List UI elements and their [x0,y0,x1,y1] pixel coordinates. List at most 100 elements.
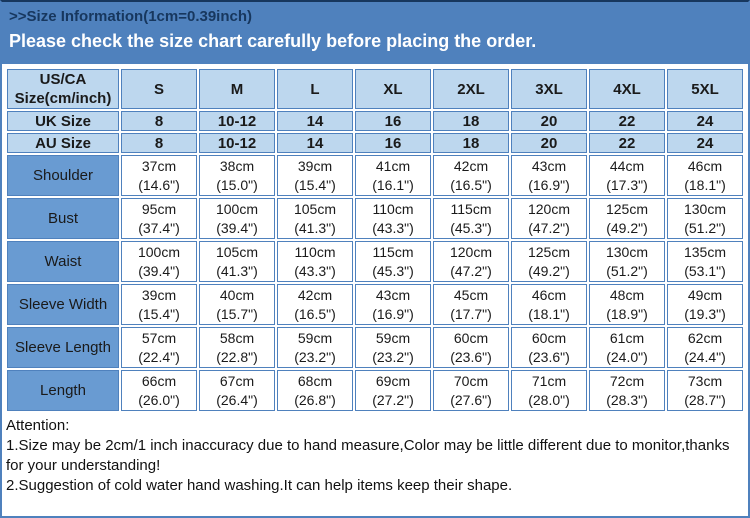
cm-value: 62cm [687,329,723,346]
cm-value: 46cm [687,157,723,174]
measurement-value-cell: 38cm (15.0") [199,155,275,196]
inch-value: (15.0") [216,176,258,193]
cm-value: 60cm [453,329,489,346]
measurement-value-cell: 62cm (24.4") [667,327,743,368]
cm-value: 95cm [141,200,177,217]
attention-heading: Attention: [6,417,70,434]
measurement-value-cell: 59cm (23.2") [355,327,431,368]
cm-value: 115cm [450,200,492,217]
size-column-header: L [277,69,353,109]
inch-value: (23.2") [294,348,336,365]
measurement-value-cell: 130cm (51.2") [589,241,665,282]
measurement-row: Shoulder 37cm (14.6") 38cm (15.0") 39cm (15.4"… [7,155,743,196]
measurement-value-cell: 125cm (49.2") [511,241,587,282]
measurement-value-cell: 49cm (19.3") [667,284,743,325]
inch-value: (22.8") [216,348,258,365]
inch-value: (37.4") [138,219,180,236]
measurement-row-label: Sleeve Width [7,284,119,325]
cm-value: 105cm [215,243,259,260]
cm-value: 120cm [449,243,493,260]
cm-value: 42cm [453,157,489,174]
cm-value: 110cm [294,243,336,260]
cm-value: 45cm [453,286,489,303]
measurement-value-cell: 105cm (41.3") [277,198,353,239]
measurement-value-cell: 42cm (16.5") [433,155,509,196]
inch-value: (24.0") [606,348,648,365]
cm-value: 125cm [605,200,649,217]
measurement-value-cell: 58cm (22.8") [199,327,275,368]
measurement-value-cell: 41cm (16.1") [355,155,431,196]
measurement-value-cell: 110cm (43.3") [277,241,353,282]
measurement-value-cell: 135cm (53.1") [667,241,743,282]
size-column-header: XL [355,69,431,109]
inch-value: (16.9") [372,305,414,322]
inch-value: (19.3") [684,305,726,322]
inch-value: (28.3") [606,391,648,408]
cm-value: 67cm [219,372,255,389]
measurement-value-cell: 100cm (39.4") [199,198,275,239]
size-value-cell: 20 [511,133,587,153]
cm-value: 59cm [375,329,411,346]
cm-value: 57cm [141,329,177,346]
cm-value: 49cm [687,286,723,303]
cm-value: 38cm [219,157,255,174]
measurement-value-cell: 120cm (47.2") [433,241,509,282]
measurement-value-cell: 100cm (39.4") [121,241,197,282]
inch-value: (16.1") [372,176,414,193]
cm-value: 100cm [137,243,181,260]
inch-value: (16.5") [450,176,492,193]
measurement-value-cell: 37cm (14.6") [121,155,197,196]
measurement-value-cell: 67cm (26.4") [199,370,275,411]
inch-value: (15.4") [138,305,180,322]
inch-value: (47.2") [528,219,570,236]
size-value-cell: 10-12 [199,111,275,131]
size-value-cell: 24 [667,111,743,131]
measurement-value-cell: 39cm (15.4") [121,284,197,325]
cm-value: 59cm [297,329,333,346]
size-value-cell: 24 [667,133,743,153]
measurement-value-cell: 66cm (26.0") [121,370,197,411]
inch-value: (18.1") [684,176,726,193]
measurement-value-cell: 43cm (16.9") [511,155,587,196]
size-column-header: 2XL [433,69,509,109]
cm-value: 39cm [141,286,177,303]
measurement-value-cell: 73cm (28.7") [667,370,743,411]
measurement-value-cell: 69cm (27.2") [355,370,431,411]
measurement-value-cell: 115cm (45.3") [433,198,509,239]
measurement-value-cell: 130cm (51.2") [667,198,743,239]
measurement-row: Length 66cm (26.0") 67cm (26.4") 68cm (26.8") 6… [7,370,743,411]
cm-value: 66cm [141,372,177,389]
size-value-cell: 18 [433,133,509,153]
size-value-cell: 20 [511,111,587,131]
inch-value: (24.4") [684,348,726,365]
size-row-label: AU Size [7,133,119,153]
cm-value: 42cm [297,286,333,303]
size-value-cell: 10-12 [199,133,275,153]
inch-value: (26.4") [216,391,258,408]
size-column-header: 3XL [511,69,587,109]
inch-value: (39.4") [216,219,258,236]
size-table-body: US/CA Size(cm/inch) S M L XL 2XL 3XL 4XL 5XL UK S… [7,69,743,411]
size-value-cell: 22 [589,133,665,153]
cm-value: 44cm [609,157,645,174]
measurement-value-cell: 45cm (17.7") [433,284,509,325]
banner-subtitle: Please check the size chart carefully be… [9,31,537,51]
inch-value: (23.2") [372,348,414,365]
inch-value: (18.9") [606,305,648,322]
cm-value: 71cm [531,372,567,389]
measurement-value-cell: 57cm (22.4") [121,327,197,368]
measurement-value-cell: 40cm (15.7") [199,284,275,325]
size-conversion-row: UK Size 8 10-12 14 16 18 20 22 24 [7,111,743,131]
inch-value: (45.3") [372,262,414,279]
inch-value: (22.4") [138,348,180,365]
size-value-cell: 18 [433,111,509,131]
size-value-cell: 16 [355,133,431,153]
cm-value: 100cm [215,200,259,217]
measurement-row-label: Length [7,370,119,411]
inch-value: (47.2") [450,262,492,279]
cm-value: 105cm [293,200,337,217]
measurement-value-cell: 70cm (27.6") [433,370,509,411]
measurement-value-cell: 46cm (18.1") [511,284,587,325]
size-value-cell: 8 [121,111,197,131]
